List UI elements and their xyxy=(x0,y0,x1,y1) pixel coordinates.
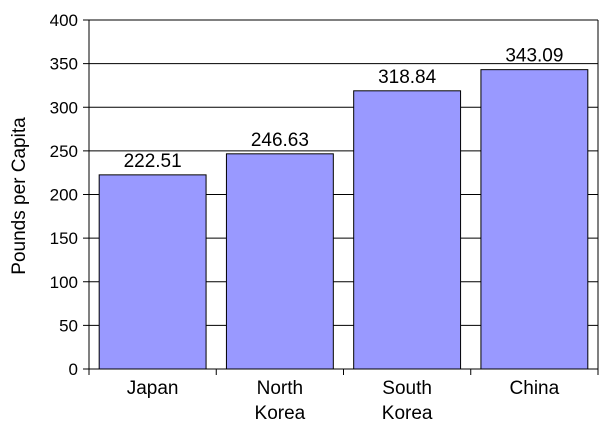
y-tick-label: 100 xyxy=(50,273,78,292)
data-label: 318.84 xyxy=(378,67,437,88)
y-tick-label: 200 xyxy=(50,186,78,205)
bar xyxy=(225,153,334,370)
y-axis-title: Pounds per Capita xyxy=(9,117,30,275)
bar xyxy=(480,69,589,370)
x-category-labels: Japan North Korea South Korea China xyxy=(127,378,560,424)
data-label: 246.63 xyxy=(251,130,309,151)
data-label: 343.09 xyxy=(505,46,563,67)
x-category-label: South Korea xyxy=(382,378,433,424)
y-tick-label: 150 xyxy=(50,229,78,248)
axes xyxy=(83,19,599,375)
y-tick-label: 350 xyxy=(50,55,78,74)
bars xyxy=(98,69,589,370)
bar xyxy=(98,174,207,370)
data-label: 222.51 xyxy=(124,151,182,172)
x-category-label: China xyxy=(510,378,560,399)
bar xyxy=(353,90,462,370)
y-tick-label: 0 xyxy=(69,360,78,379)
y-tick-label: 50 xyxy=(59,316,78,335)
y-tick-label: 400 xyxy=(50,11,78,30)
x-category-label: Japan xyxy=(127,378,179,399)
y-tick-label: 250 xyxy=(50,142,78,161)
data-labels: 222.51 246.63 318.84 343.09 xyxy=(124,46,564,172)
y-tick-label: 300 xyxy=(50,98,78,117)
x-category-label: North Korea xyxy=(255,378,306,424)
y-tick-labels: 0 50 100 150 200 250 300 350 400 xyxy=(50,11,78,379)
